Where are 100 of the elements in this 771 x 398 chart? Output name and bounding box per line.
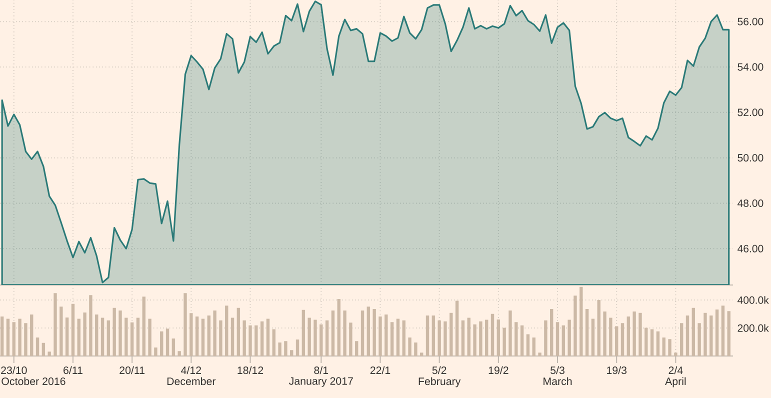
x-tick-label: 20/11	[120, 366, 145, 374]
bar	[266, 318, 270, 356]
bar	[372, 308, 376, 356]
bar	[538, 352, 542, 356]
bar	[71, 304, 75, 356]
bar	[597, 300, 600, 356]
bar	[42, 342, 46, 356]
bar	[106, 320, 110, 356]
bar	[544, 320, 548, 356]
bar	[704, 312, 707, 356]
bar	[550, 308, 554, 356]
x-tick-label: 4/12	[181, 366, 201, 374]
y-tick-label: 50.00	[738, 154, 764, 162]
text: February	[418, 377, 461, 388]
bar	[384, 314, 388, 356]
bar	[219, 320, 222, 356]
bar	[662, 338, 666, 356]
bar	[207, 316, 210, 356]
bar	[378, 316, 382, 356]
bar	[320, 324, 323, 356]
text: December	[167, 377, 216, 386]
x-tick-label: 5/2	[432, 366, 446, 374]
bar	[632, 311, 636, 356]
bar	[668, 339, 672, 356]
bar	[54, 293, 57, 356]
bar	[644, 328, 648, 356]
bar	[650, 329, 654, 356]
bar	[314, 320, 317, 356]
bar	[178, 351, 181, 356]
x-tick-label: 19/3	[607, 366, 626, 374]
bar	[213, 310, 216, 356]
bar	[18, 318, 22, 356]
x-tick-label: 8/1	[314, 366, 328, 374]
bar	[12, 322, 16, 356]
bar	[343, 310, 346, 356]
x-tick-label: 6/11	[64, 366, 82, 374]
bar	[609, 318, 612, 356]
text: October 2016	[2, 377, 66, 386]
bar	[48, 352, 51, 356]
x-tick-label: 2/4	[668, 366, 683, 374]
bar	[490, 314, 494, 356]
y-tick-label: 48.00	[738, 200, 764, 207]
bar	[30, 314, 34, 356]
bar	[680, 323, 684, 356]
bar	[278, 342, 282, 356]
y-tick-label: 200.0k	[738, 324, 769, 332]
bar	[225, 306, 228, 356]
bar	[95, 314, 98, 356]
bar	[727, 311, 730, 356]
bar	[562, 325, 566, 356]
bar	[614, 326, 618, 356]
bar	[485, 320, 488, 356]
bar	[355, 341, 358, 356]
bar	[254, 325, 258, 356]
bar	[0, 316, 4, 356]
bar	[390, 322, 394, 356]
bar	[532, 338, 536, 356]
bar	[455, 300, 459, 356]
bar	[296, 339, 300, 356]
bar	[514, 322, 518, 356]
bar	[24, 323, 28, 356]
bar	[526, 334, 530, 356]
bar	[308, 318, 311, 356]
bar	[473, 324, 476, 356]
bar	[83, 312, 86, 356]
bar	[467, 318, 470, 356]
bar	[692, 308, 696, 356]
bar	[160, 331, 164, 356]
bar	[195, 316, 199, 356]
bar	[118, 310, 122, 356]
bar	[236, 308, 240, 356]
bar	[248, 325, 252, 356]
bar	[520, 325, 524, 356]
y-tick-label: 46.00	[738, 244, 764, 252]
bar	[496, 319, 500, 356]
bar	[721, 306, 725, 356]
bar	[438, 320, 441, 356]
bar	[556, 322, 560, 356]
bar	[450, 312, 453, 356]
text: March	[544, 377, 572, 386]
bar	[603, 311, 606, 356]
bar	[698, 323, 701, 356]
bar	[65, 317, 69, 356]
bar	[337, 299, 340, 356]
bar	[349, 322, 352, 356]
bar	[100, 318, 104, 356]
bar	[656, 331, 660, 356]
bar	[638, 312, 642, 356]
bar	[36, 338, 40, 356]
bar	[154, 347, 158, 356]
bar	[674, 352, 678, 356]
bar	[420, 352, 424, 356]
bar	[580, 286, 583, 356]
bar	[136, 318, 140, 356]
y-tick-label: 54.00	[738, 63, 764, 71]
text: April	[665, 377, 686, 388]
bar	[302, 310, 306, 356]
y-tick-label: 52.00	[738, 108, 764, 116]
bar	[260, 321, 264, 356]
bar	[172, 338, 176, 356]
